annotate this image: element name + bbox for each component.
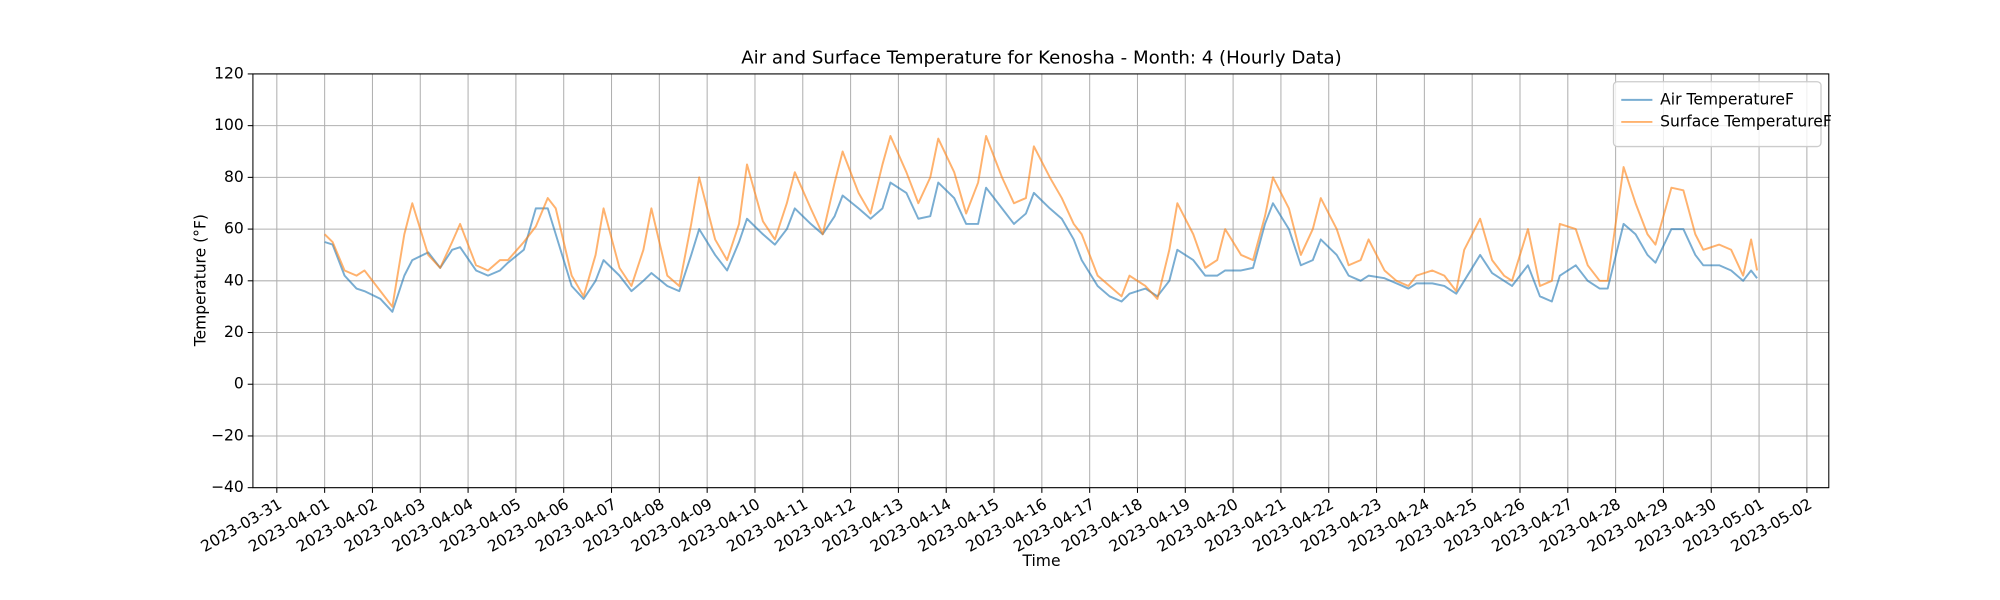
plot-frame [252, 73, 1830, 489]
chart-title: Air and Surface Temperature for Kenosha … [741, 47, 1341, 68]
legend-label: Surface TemperatureF [1660, 112, 1832, 130]
y-tick-label: 120 [214, 64, 244, 82]
y-tick-label: 40 [224, 271, 244, 289]
y-tick-label: 80 [224, 168, 244, 186]
y-tick-label: −40 [211, 478, 244, 496]
legend-label: Air TemperatureF [1660, 90, 1794, 108]
legend: Air TemperatureF Surface TemperatureF [1612, 81, 1832, 148]
y-tick-label: 20 [224, 323, 244, 341]
y-tick-label: −20 [211, 426, 244, 444]
y-tick-label: 60 [224, 220, 244, 238]
line-series [324, 181, 1758, 313]
x-axis-label: Time [1021, 552, 1060, 570]
legend-box [1612, 81, 1822, 148]
y-axis-label: Temperature (°F) [192, 214, 210, 347]
y-tick-label: 100 [214, 116, 244, 134]
y-tick-label: 0 [234, 375, 244, 393]
line-series [323, 135, 1759, 308]
